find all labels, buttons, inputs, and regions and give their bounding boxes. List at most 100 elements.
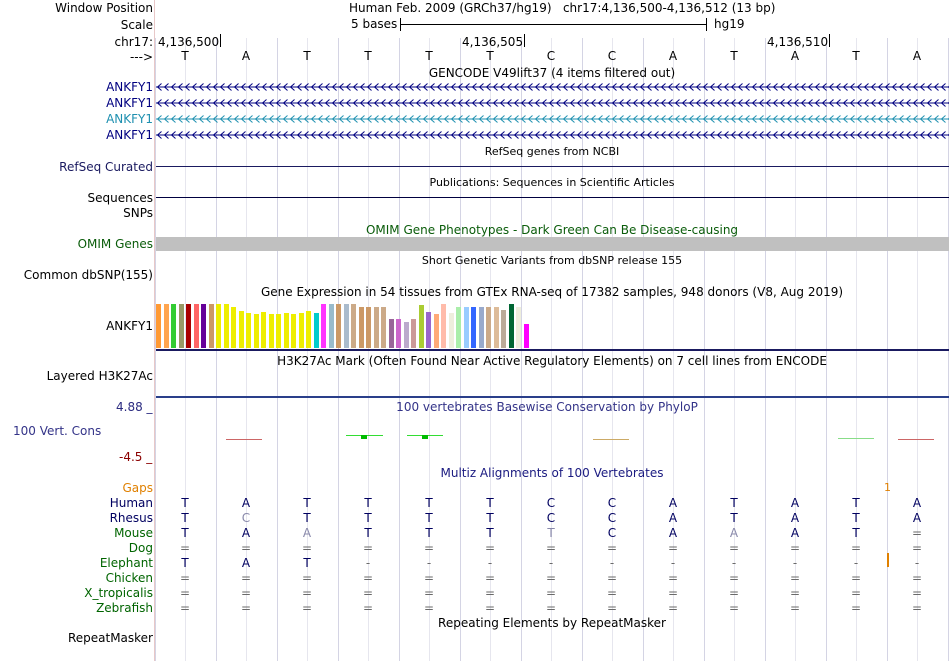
gtex-tissue-bar[interactable] <box>343 304 349 348</box>
gtex-tissue-bar[interactable] <box>336 304 341 348</box>
gtex-tissue-bar[interactable] <box>231 307 236 348</box>
gtex-tissue-bar[interactable] <box>171 304 176 348</box>
refseq-track-line[interactable] <box>156 166 949 167</box>
gencode-transcript-arrows[interactable] <box>156 82 949 92</box>
gtex-tissue-bar[interactable] <box>486 307 491 348</box>
gencode-transcript-arrows[interactable] <box>156 130 949 140</box>
gtex-tissue-bar[interactable] <box>328 304 334 348</box>
alignment-base: A <box>302 526 312 540</box>
dbsnp-track-label[interactable]: Common dbSNP(155) <box>23 268 153 282</box>
alignment-base: C <box>607 496 617 510</box>
gtex-tissue-bar[interactable] <box>426 312 431 348</box>
gtex-tissue-bar[interactable] <box>216 304 221 348</box>
species-label[interactable]: X_tropicalis <box>84 586 153 600</box>
species-label[interactable]: Mouse <box>114 526 153 540</box>
gtex-tissue-bar[interactable] <box>471 307 476 348</box>
refseq-track-title[interactable]: RefSeq genes from NCBI <box>484 145 620 158</box>
gtex-tissue-bar[interactable] <box>306 311 311 348</box>
gtex-tissue-bar[interactable] <box>268 314 274 348</box>
omim-track-label[interactable]: OMIM Genes <box>77 237 153 251</box>
gtex-tissue-bar[interactable] <box>276 314 281 348</box>
species-label[interactable]: Elephant <box>99 556 153 570</box>
gtex-tissue-bar[interactable] <box>508 304 514 348</box>
base-letter: T <box>730 49 738 63</box>
gtex-tissue-bar[interactable] <box>253 314 259 348</box>
gaps-label[interactable]: Gaps <box>122 481 153 495</box>
repeatmasker-track-label[interactable]: RepeatMasker <box>67 631 153 645</box>
species-label[interactable]: Rhesus <box>109 511 153 525</box>
gencode-transcript-arrows[interactable] <box>156 114 949 124</box>
snps-label[interactable]: SNPs <box>123 206 153 220</box>
gtex-tissue-bar[interactable] <box>321 304 326 348</box>
publications-track-title[interactable]: Publications: Sequences in Scientific Ar… <box>429 176 675 189</box>
gtex-tissue-bar[interactable] <box>298 313 304 348</box>
gtex-tissue-bar[interactable] <box>283 313 289 348</box>
gtex-tissue-bar[interactable] <box>201 304 206 348</box>
gtex-tissue-bar[interactable] <box>186 304 191 348</box>
species-label[interactable]: Human <box>109 496 153 510</box>
gtex-tissue-bar[interactable] <box>478 307 484 348</box>
publications-track-line[interactable] <box>156 197 949 198</box>
gtex-tissue-bar[interactable] <box>411 319 416 348</box>
species-label[interactable]: Dog <box>128 541 153 555</box>
gtex-tissue-bar[interactable] <box>433 314 439 348</box>
dbsnp-track-title[interactable]: Short Genetic Variants from dbSNP releas… <box>421 254 683 267</box>
gtex-tissue-bar[interactable] <box>456 307 461 348</box>
gtex-tissue-bar[interactable] <box>246 313 251 348</box>
gtex-tissue-bar[interactable] <box>441 304 446 348</box>
gtex-tissue-bar[interactable] <box>523 324 529 348</box>
gtex-tissue-bar[interactable] <box>493 307 499 348</box>
alignment-base: T <box>730 511 738 525</box>
alignment-base: - <box>609 556 615 570</box>
h3k27ac-track-title[interactable]: H3K27Ac Mark (Often Found Near Active Re… <box>277 354 827 368</box>
gtex-tissue-bar[interactable] <box>381 307 386 348</box>
gtex-tissue-bar[interactable] <box>373 307 379 348</box>
gencode-transcript-arrows[interactable] <box>156 98 949 108</box>
h3k27ac-track-label[interactable]: Layered H3K27Ac <box>46 369 153 383</box>
gencode-track-title[interactable]: GENCODE V49lift37 (4 items filtered out) <box>428 66 676 80</box>
gtex-tissue-bar[interactable] <box>403 322 409 348</box>
repeatmasker-track-title[interactable]: Repeating Elements by RepeatMasker <box>438 616 666 630</box>
gtex-tissue-bar[interactable] <box>388 319 394 348</box>
gtex-tissue-bar[interactable] <box>351 304 356 348</box>
species-label[interactable]: Chicken <box>105 571 153 585</box>
alignment-base: = <box>667 541 679 555</box>
gtex-tissue-bar[interactable] <box>396 319 401 348</box>
phylop-track-label[interactable]: 100 Vert. Cons <box>13 424 102 438</box>
gtex-tissue-bar[interactable] <box>313 313 319 348</box>
multiz-track-title[interactable]: Multiz Alignments of 100 Vertebrates <box>440 466 664 480</box>
gtex-bar-chart[interactable] <box>156 300 536 348</box>
gtex-tissue-bar[interactable] <box>178 304 184 348</box>
gtex-tissue-bar[interactable] <box>291 314 296 348</box>
species-label[interactable]: Zebrafish <box>96 601 153 615</box>
base-grid-line <box>155 38 156 661</box>
gencode-transcript-label[interactable]: ANKFY1 <box>106 80 153 94</box>
refseq-track-label[interactable]: RefSeq Curated <box>59 160 153 174</box>
gtex-tissue-bar[interactable] <box>358 307 364 348</box>
gencode-transcript-label[interactable]: ANKFY1 <box>106 96 153 110</box>
omim-track-title[interactable]: OMIM Gene Phenotypes - Dark Green Can Be… <box>365 223 739 237</box>
gtex-tissue-bar[interactable] <box>238 311 244 348</box>
gtex-tissue-bar[interactable] <box>463 307 469 348</box>
gencode-transcript-label[interactable]: ANKFY1 <box>106 112 153 126</box>
gtex-tissue-bar[interactable] <box>193 304 199 348</box>
gtex-tissue-bar[interactable] <box>223 304 229 348</box>
gtex-tissue-bar[interactable] <box>448 313 454 348</box>
gtex-track-label[interactable]: ANKFY1 <box>106 319 153 333</box>
gtex-tissue-bar[interactable] <box>366 307 371 348</box>
gtex-tissue-bar[interactable] <box>516 307 521 348</box>
phylop-track-title[interactable]: 100 vertebrates Basewise Conservation by… <box>396 400 698 414</box>
gtex-tissue-bar[interactable] <box>501 310 506 348</box>
gtex-tissue-bar[interactable] <box>261 312 266 348</box>
gencode-transcript-label[interactable]: ANKFY1 <box>106 128 153 142</box>
gtex-tissue-bar[interactable] <box>163 304 169 348</box>
omim-track-bar[interactable] <box>156 237 949 251</box>
publications-track-label[interactable]: Sequences <box>87 191 153 205</box>
gtex-tissue-bar[interactable] <box>418 305 424 348</box>
alignment-base: = <box>789 601 801 615</box>
gtex-tissue-bar[interactable] <box>208 304 214 348</box>
base-letter: T <box>364 49 372 63</box>
gtex-track-title[interactable]: Gene Expression in 54 tissues from GTEx … <box>260 285 844 299</box>
gtex-tissue-bar[interactable] <box>156 304 161 348</box>
scale-assembly: hg19 <box>714 17 745 31</box>
